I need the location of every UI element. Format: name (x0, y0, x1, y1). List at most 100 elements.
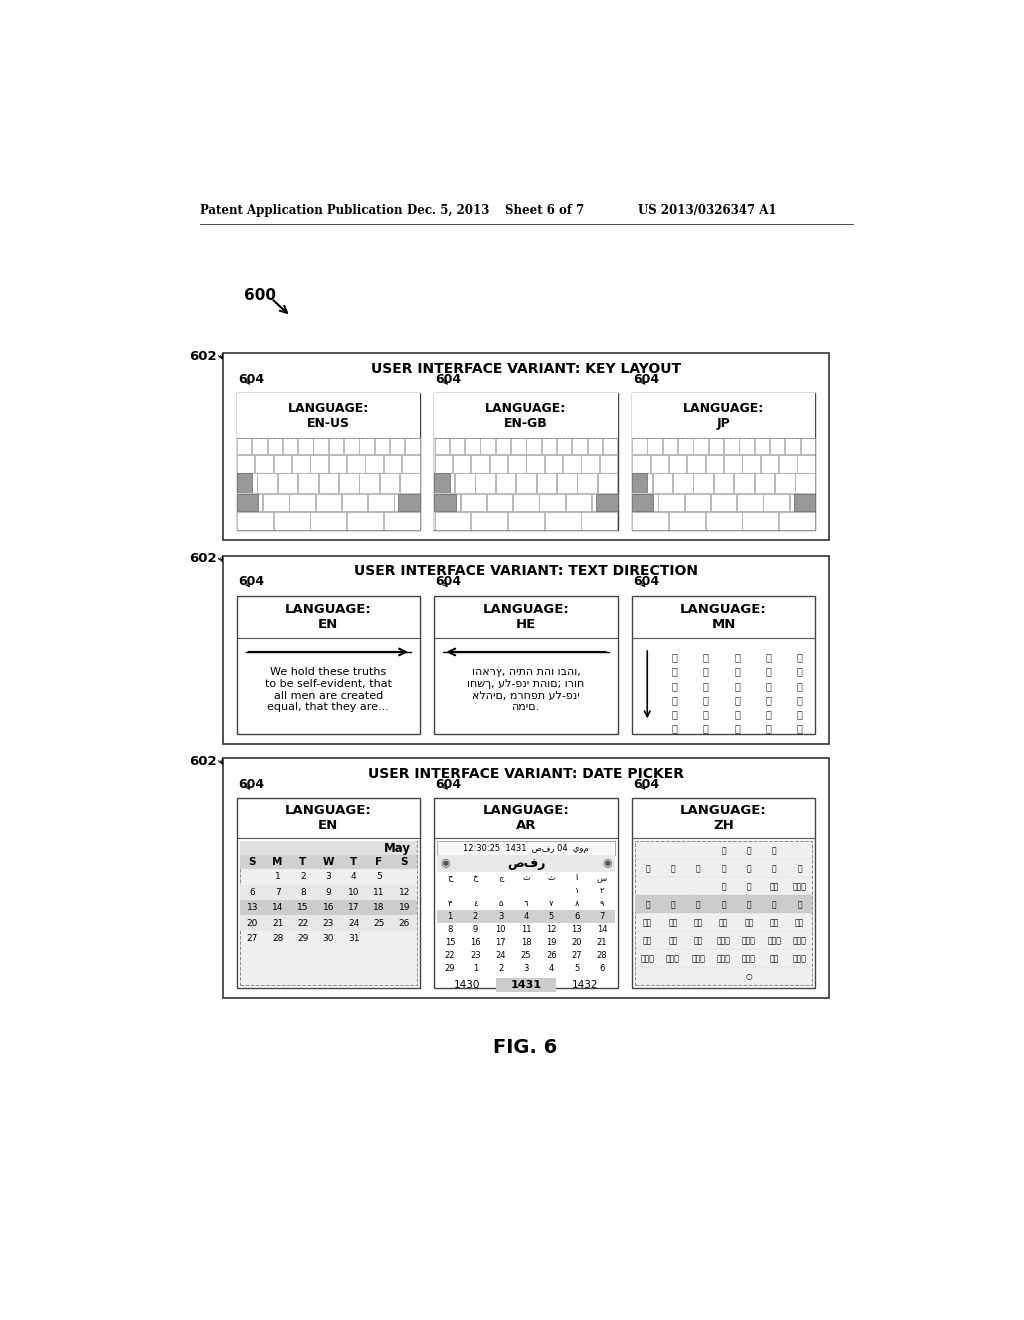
Text: ᠶ: ᠶ (734, 709, 740, 719)
Bar (278, 474, 297, 492)
Bar (434, 474, 450, 492)
Bar (563, 455, 581, 473)
Text: LANGUAGE:
MN: LANGUAGE: MN (680, 603, 767, 631)
Bar (526, 455, 544, 473)
Bar (329, 438, 343, 454)
Bar (687, 455, 705, 473)
Bar (471, 455, 488, 473)
Text: ث: ث (548, 874, 555, 883)
Bar (237, 494, 258, 511)
Bar (310, 512, 346, 529)
Bar (263, 494, 289, 511)
Text: 十九: 十九 (669, 936, 678, 945)
Text: ٧: ٧ (549, 899, 554, 908)
Text: 十五: 十五 (744, 917, 754, 927)
Text: ᠬ: ᠬ (734, 681, 740, 690)
Bar (526, 438, 541, 454)
Text: 27: 27 (571, 952, 582, 960)
Bar (487, 494, 512, 511)
Text: 1430: 1430 (454, 981, 480, 990)
Text: ث: ث (522, 874, 529, 883)
Bar (650, 455, 668, 473)
Text: 602: 602 (188, 755, 216, 768)
Text: 27: 27 (247, 935, 258, 942)
Bar (582, 512, 617, 529)
Bar (709, 438, 723, 454)
Bar (706, 512, 741, 529)
Bar (471, 512, 507, 529)
Text: LANGUAGE:
EN: LANGUAGE: EN (285, 804, 372, 833)
Text: 十六: 十六 (770, 917, 779, 927)
Bar (489, 455, 507, 473)
Bar (513, 494, 539, 511)
Text: ᠳ: ᠳ (797, 694, 803, 705)
Text: 二十六: 二十六 (666, 954, 680, 962)
Bar (329, 455, 346, 473)
Text: 30: 30 (323, 935, 334, 942)
Bar (545, 512, 581, 529)
Bar (755, 438, 769, 454)
Bar (342, 494, 368, 511)
Bar (252, 438, 266, 454)
Bar (635, 841, 812, 985)
Bar (785, 438, 800, 454)
Bar (240, 884, 417, 900)
Text: ᠮ: ᠮ (797, 681, 803, 690)
Text: 二: 二 (696, 863, 700, 873)
Bar (398, 494, 420, 511)
Text: 8: 8 (447, 925, 453, 935)
Text: Sheet 6 of 7: Sheet 6 of 7 (506, 205, 585, 218)
Text: ٨: ٨ (574, 899, 579, 908)
Bar (434, 494, 617, 512)
Bar (434, 455, 453, 473)
Text: س: س (597, 874, 607, 883)
Bar (237, 494, 420, 512)
Bar (237, 474, 257, 492)
Bar (384, 455, 401, 473)
Text: ٢: ٢ (600, 886, 604, 895)
Bar (632, 454, 815, 473)
Bar (240, 841, 417, 985)
Bar (632, 494, 653, 511)
Text: 2: 2 (498, 965, 503, 973)
Bar (434, 454, 617, 473)
Bar (658, 494, 684, 511)
Bar (545, 455, 562, 473)
Text: 十一: 十一 (643, 917, 652, 927)
Bar (775, 474, 795, 492)
Text: LANGUAGE:
EN-US: LANGUAGE: EN-US (288, 401, 369, 429)
Text: FIG. 6: FIG. 6 (493, 1039, 557, 1057)
Bar (310, 455, 328, 473)
Bar (359, 474, 379, 492)
Bar (368, 494, 393, 511)
Text: 25: 25 (521, 952, 531, 960)
Text: 25: 25 (374, 919, 385, 928)
Bar (380, 474, 399, 492)
Bar (632, 438, 815, 454)
Text: 604: 604 (633, 576, 659, 589)
Text: ٩: ٩ (600, 899, 604, 908)
Bar (603, 438, 617, 454)
Text: 大: 大 (798, 863, 802, 873)
Bar (434, 393, 617, 438)
Bar (434, 512, 470, 529)
Text: May: May (384, 842, 411, 855)
Bar (267, 438, 282, 454)
Text: 604: 604 (238, 372, 264, 385)
Bar (737, 494, 763, 511)
Text: 4: 4 (351, 873, 356, 882)
Text: 六: 六 (645, 863, 650, 873)
Bar (437, 909, 614, 923)
Text: ج: ج (498, 874, 504, 883)
Bar (798, 455, 815, 473)
Text: 24: 24 (348, 919, 359, 928)
Text: 七: 七 (721, 900, 726, 909)
Bar (632, 595, 815, 734)
Text: 十三: 十三 (693, 917, 702, 927)
Text: 「小」: 「小」 (793, 882, 807, 891)
Text: 八: 八 (746, 900, 752, 909)
Text: USER INTERFACE VARIANT: KEY LAYOUT: USER INTERFACE VARIANT: KEY LAYOUT (371, 362, 681, 376)
Text: 1431: 1431 (510, 981, 542, 990)
Text: 26: 26 (398, 919, 410, 928)
Bar (237, 474, 252, 492)
